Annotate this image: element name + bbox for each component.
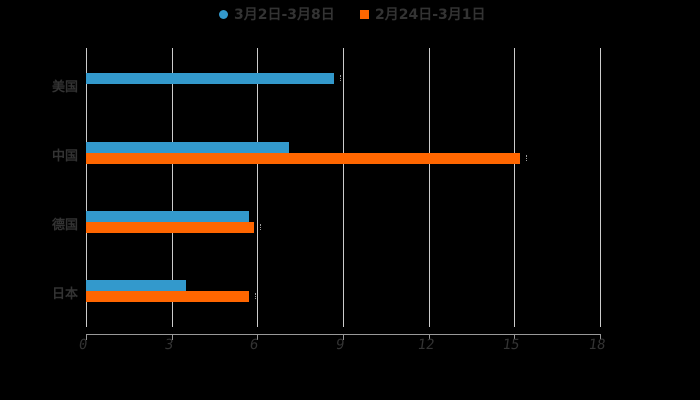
circle-marker-icon [219,9,228,19]
bar-series2[interactable] [86,291,249,302]
x-tick [86,334,87,340]
x-tick [343,334,344,340]
data-label-marker [255,293,258,299]
legend-label: 2月24日-3月1日 [375,7,486,23]
bar-series1[interactable] [86,142,289,153]
legend: 3月2日-3月8日 2月24日-3月1日 [0,4,700,24]
x-tick [172,334,173,340]
gridline [86,48,87,327]
x-tick-label: 15 [501,337,521,353]
y-category-label: 德国 [51,218,78,233]
x-tick [257,334,258,340]
x-axis [86,334,601,335]
bar-series1[interactable] [86,280,186,291]
legend-item-series2[interactable]: 2月24日-3月1日 [360,4,486,24]
square-marker-icon [360,9,369,19]
legend-item-series1[interactable]: 3月2日-3月8日 [219,4,335,24]
y-category-label: 中国 [51,149,78,164]
x-tick [429,334,430,340]
x-tick [600,334,601,340]
legend-label: 3月2日-3月8日 [234,7,335,23]
bar-series2[interactable] [86,222,254,233]
gridline [600,48,601,327]
y-category-label: 美国 [51,80,78,95]
y-category-label: 日本 [51,287,78,302]
bar-series1[interactable] [86,211,249,222]
gridline [257,48,258,327]
x-tick-label: 3 [163,337,175,353]
data-label-marker [526,155,529,161]
data-label-marker [340,75,343,81]
x-tick-label: 9 [334,337,346,353]
data-label-marker [260,224,263,230]
x-tick [514,334,515,340]
bar-series1[interactable] [86,73,334,84]
gridline [429,48,430,327]
x-tick-label: 0 [77,337,89,353]
x-tick-label: 12 [416,337,436,353]
gridline [343,48,344,327]
bar-series2[interactable] [86,153,520,164]
x-tick-label: 6 [248,337,260,353]
gridline [514,48,515,327]
x-tick-label: 18 [587,337,607,353]
gridline [172,48,173,327]
